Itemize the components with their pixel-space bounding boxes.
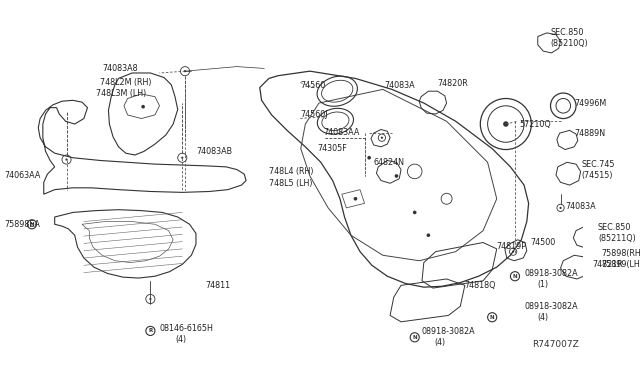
Text: R: R	[148, 328, 152, 333]
Circle shape	[181, 157, 184, 159]
Text: SEC.850: SEC.850	[550, 28, 584, 37]
Text: (85210Q): (85210Q)	[550, 39, 588, 48]
Circle shape	[146, 326, 155, 336]
Circle shape	[395, 174, 398, 178]
Text: 748L4 (RH): 748L4 (RH)	[269, 167, 314, 176]
Circle shape	[381, 137, 383, 139]
Text: 75898EA: 75898EA	[4, 220, 40, 229]
Text: 74083A: 74083A	[565, 202, 596, 211]
Text: 75898(RH): 75898(RH)	[602, 249, 640, 258]
Text: N: N	[490, 315, 495, 320]
Text: 748L5 (LH): 748L5 (LH)	[269, 179, 312, 188]
Text: 74820R: 74820R	[438, 78, 468, 87]
Text: 748L2M (RH): 748L2M (RH)	[100, 78, 152, 87]
Text: 08146-6165H: 08146-6165H	[159, 324, 213, 333]
Text: N: N	[29, 222, 34, 227]
Circle shape	[367, 156, 371, 160]
Text: 74821R: 74821R	[593, 260, 623, 269]
Text: 08918-3082A: 08918-3082A	[421, 327, 475, 336]
Text: 74083AB: 74083AB	[196, 147, 232, 156]
Circle shape	[512, 250, 514, 253]
Text: 74083A: 74083A	[385, 81, 415, 90]
Text: 74500: 74500	[531, 238, 556, 247]
Text: (4): (4)	[435, 338, 446, 347]
Circle shape	[184, 70, 186, 72]
Text: R747007Z: R747007Z	[532, 340, 579, 349]
Text: 75899(LH): 75899(LH)	[602, 260, 640, 269]
Text: 74889N: 74889N	[574, 129, 605, 138]
Text: 748L3M (LH): 748L3M (LH)	[96, 89, 146, 97]
Text: (74515): (74515)	[582, 171, 613, 180]
Text: 74083AA: 74083AA	[324, 128, 360, 137]
Text: 74560J: 74560J	[301, 110, 328, 119]
Text: 74063AA: 74063AA	[4, 171, 41, 180]
Circle shape	[413, 211, 417, 214]
Text: (85211Q): (85211Q)	[598, 234, 636, 243]
Text: (4): (4)	[538, 313, 549, 322]
Text: N: N	[412, 335, 417, 340]
Text: 08918-3082A: 08918-3082A	[524, 269, 578, 278]
Text: (1): (1)	[538, 280, 549, 289]
Circle shape	[503, 121, 509, 127]
Text: 74305F: 74305F	[317, 144, 347, 153]
Circle shape	[511, 272, 520, 281]
Text: 08918-3082A: 08918-3082A	[524, 302, 578, 311]
Circle shape	[410, 333, 419, 342]
Text: 74818Q: 74818Q	[465, 281, 497, 290]
Text: 74083A8: 74083A8	[102, 64, 138, 73]
Text: 64824N: 64824N	[374, 158, 404, 167]
Text: (4): (4)	[175, 335, 186, 344]
Text: 74560: 74560	[301, 81, 326, 90]
Text: SEC.745: SEC.745	[582, 160, 615, 169]
Text: 57210Q: 57210Q	[520, 119, 551, 128]
Circle shape	[426, 233, 430, 237]
Circle shape	[65, 158, 68, 161]
Circle shape	[28, 220, 36, 229]
Circle shape	[354, 197, 357, 201]
Text: 74819P: 74819P	[497, 242, 527, 251]
Text: N: N	[513, 274, 517, 279]
Circle shape	[488, 313, 497, 322]
Circle shape	[559, 207, 562, 209]
Text: SEC.850: SEC.850	[598, 224, 631, 232]
Circle shape	[149, 298, 152, 300]
Circle shape	[141, 105, 145, 109]
Text: 74811: 74811	[205, 281, 230, 290]
Text: 74996M: 74996M	[574, 99, 607, 108]
